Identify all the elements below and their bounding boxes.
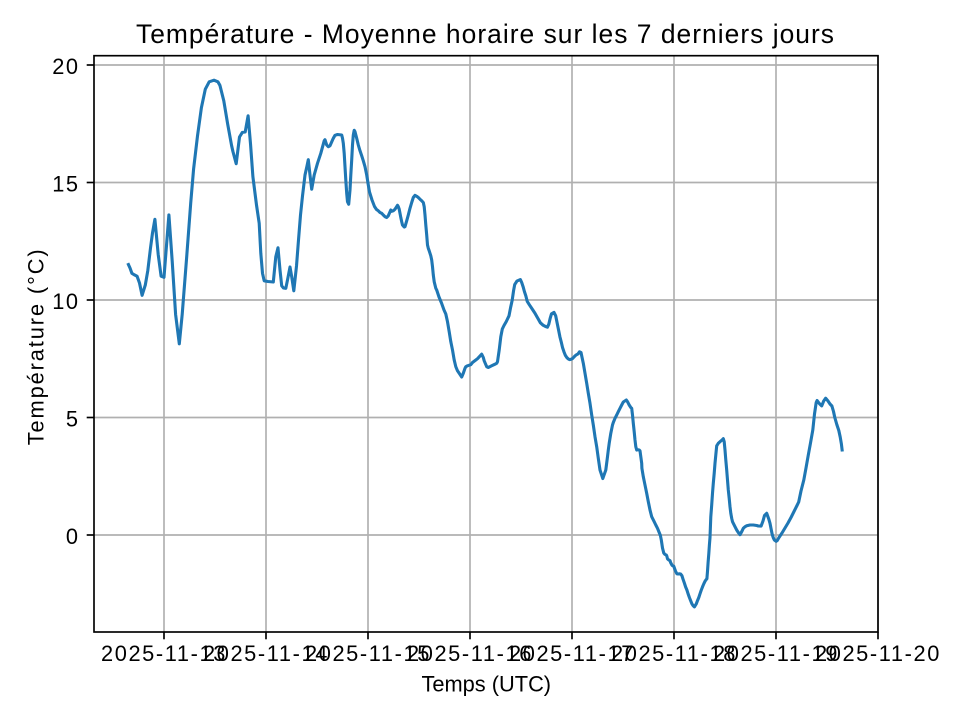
- svg-text:2025-11-19: 2025-11-19: [713, 641, 839, 666]
- svg-text:2025-11-17: 2025-11-17: [509, 641, 635, 666]
- svg-text:10: 10: [52, 289, 79, 314]
- svg-text:2025-11-18: 2025-11-18: [611, 641, 737, 666]
- svg-text:2025-11-14: 2025-11-14: [203, 641, 329, 666]
- svg-text:2025-11-16: 2025-11-16: [407, 641, 533, 666]
- svg-text:Temps (UTC): Temps (UTC): [422, 671, 552, 696]
- svg-text:0: 0: [66, 524, 80, 549]
- svg-text:5: 5: [66, 406, 80, 431]
- svg-text:Température - Moyenne horaire: Température - Moyenne horaire sur les 7 …: [136, 19, 835, 49]
- svg-text:15: 15: [52, 171, 79, 196]
- svg-text:2025-11-13: 2025-11-13: [101, 641, 227, 666]
- svg-text:2025-11-20: 2025-11-20: [815, 641, 941, 666]
- svg-text:2025-11-15: 2025-11-15: [305, 641, 431, 666]
- svg-text:20: 20: [52, 54, 79, 79]
- svg-text:Température (°C): Température (°C): [24, 248, 49, 446]
